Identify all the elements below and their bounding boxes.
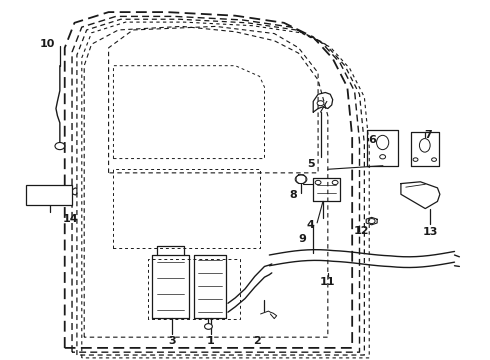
Circle shape xyxy=(380,155,386,159)
Bar xyxy=(26,185,72,205)
Text: 2: 2 xyxy=(253,336,261,346)
Text: 8: 8 xyxy=(290,190,297,200)
Text: 5: 5 xyxy=(307,159,315,169)
Circle shape xyxy=(368,219,375,224)
Text: 4: 4 xyxy=(307,220,315,230)
Text: 12: 12 xyxy=(353,226,368,236)
Text: 7: 7 xyxy=(424,130,432,140)
Text: 13: 13 xyxy=(422,227,438,237)
Text: 11: 11 xyxy=(320,277,336,287)
Ellipse shape xyxy=(376,135,389,150)
Circle shape xyxy=(204,324,212,329)
Circle shape xyxy=(332,180,338,185)
Circle shape xyxy=(295,175,307,184)
Text: 10: 10 xyxy=(40,39,55,49)
Circle shape xyxy=(317,101,324,106)
Circle shape xyxy=(432,158,437,161)
Ellipse shape xyxy=(419,139,430,152)
Text: 3: 3 xyxy=(168,336,176,346)
Text: 9: 9 xyxy=(298,234,306,244)
Text: 1: 1 xyxy=(207,336,215,346)
Text: 14: 14 xyxy=(63,214,78,224)
Text: 6: 6 xyxy=(368,135,377,145)
Circle shape xyxy=(315,180,321,185)
Circle shape xyxy=(413,158,418,161)
Circle shape xyxy=(55,143,65,150)
